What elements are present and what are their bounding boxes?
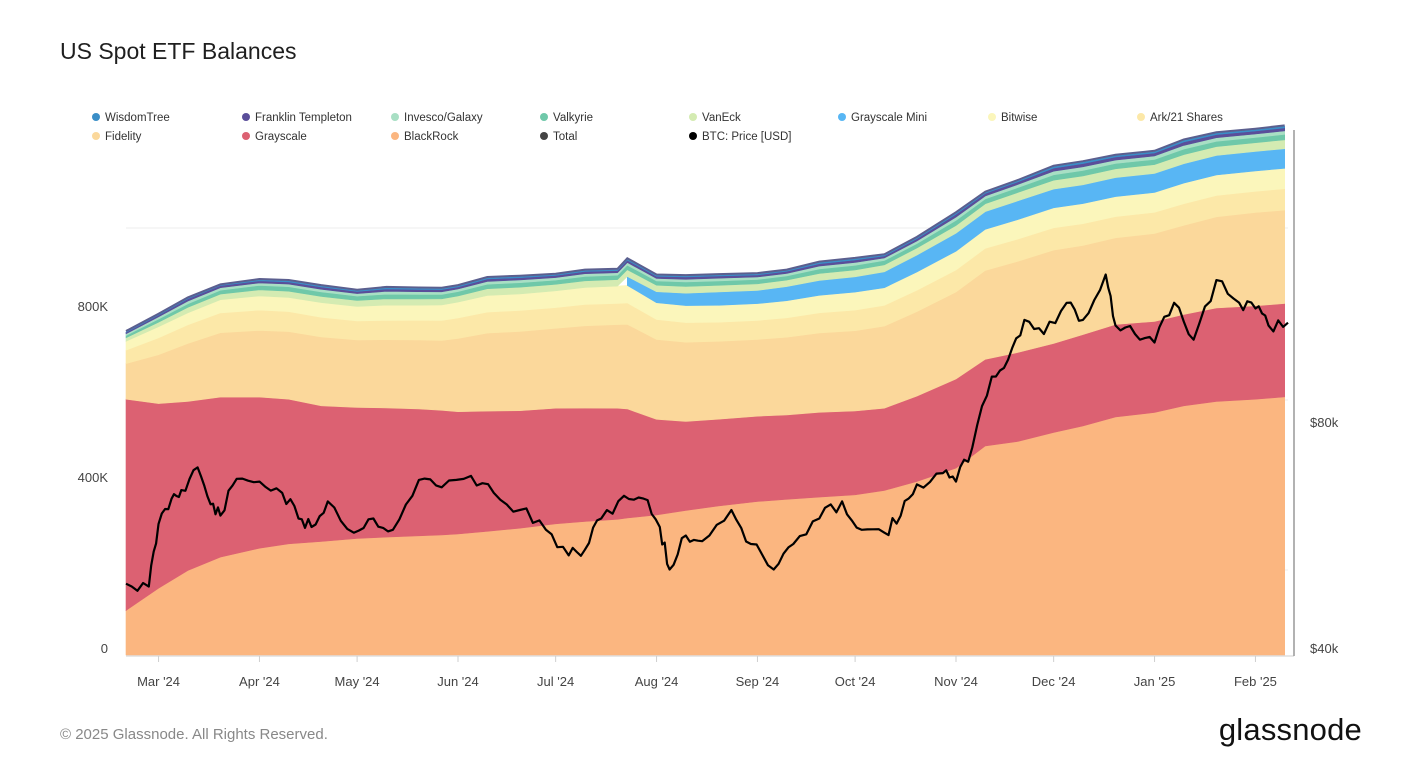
x-tick-label: Jun '24: [437, 674, 479, 689]
legend-swatch: [92, 132, 100, 140]
legend-swatch: [838, 113, 846, 121]
y-left-tick-label: 400K: [78, 470, 109, 485]
legend-label: VanEck: [702, 112, 741, 124]
legend-swatch: [988, 113, 996, 121]
x-tick-label: Apr '24: [239, 674, 280, 689]
legend-item[interactable]: Franklin Templeton: [242, 112, 352, 124]
glassnode-logo: glassnode: [1218, 712, 1362, 747]
legend-item[interactable]: Invesco/Galaxy: [391, 112, 483, 124]
legend-label: BlackRock: [404, 131, 459, 143]
x-tick-label: Sep '24: [736, 674, 780, 689]
legend-label: Valkyrie: [553, 112, 593, 124]
legend-item[interactable]: Grayscale Mini: [838, 112, 927, 124]
legend-swatch: [391, 132, 399, 140]
legend-item[interactable]: Ark/21 Shares: [1137, 112, 1223, 124]
legend-swatch: [92, 113, 100, 121]
legend-item[interactable]: Bitwise: [988, 112, 1037, 124]
y-right-tick-label: $40k: [1310, 641, 1339, 656]
x-tick-label: Nov '24: [934, 674, 978, 689]
x-tick-label: Jul '24: [537, 674, 574, 689]
x-tick-label: Dec '24: [1032, 674, 1076, 689]
btc-price-line: [125, 273, 1289, 592]
legend-swatch: [1137, 113, 1145, 121]
legend-label: Fidelity: [105, 131, 142, 143]
legend-swatch: [540, 113, 548, 121]
legend-label: Invesco/Galaxy: [404, 112, 483, 124]
legend-item[interactable]: Grayscale: [242, 131, 307, 143]
legend-swatch: [391, 113, 399, 121]
legend-item[interactable]: BTC: Price [USD]: [689, 131, 791, 143]
legend-label: Grayscale Mini: [851, 112, 927, 124]
x-tick-label: Aug '24: [635, 674, 679, 689]
legend-label: WisdomTree: [105, 112, 170, 124]
legend-item[interactable]: Fidelity: [92, 131, 142, 143]
legend-swatch: [689, 113, 697, 121]
y-left-tick-label: 800K: [78, 299, 109, 314]
y-left-tick-label: 0: [101, 641, 108, 656]
legend-item[interactable]: Valkyrie: [540, 112, 593, 124]
legend-item[interactable]: VanEck: [689, 112, 741, 124]
page-title: US Spot ETF Balances: [60, 38, 297, 64]
stacked-areas: [125, 124, 1285, 656]
legend-item[interactable]: Total: [540, 131, 577, 143]
legend-item[interactable]: WisdomTree: [92, 112, 170, 124]
copyright-text: © 2025 Glassnode. All Rights Reserved.: [60, 726, 328, 743]
legend-swatch: [242, 132, 250, 140]
legend-label: Total: [553, 131, 577, 143]
y-right-tick-label: $80k: [1310, 415, 1339, 430]
x-tick-label: Feb '25: [1234, 674, 1277, 689]
legend: WisdomTree Franklin Templeton Invesco/Gala…: [92, 112, 1223, 143]
legend-label: Bitwise: [1001, 112, 1037, 124]
legend-swatch: [242, 113, 250, 121]
x-tick-label: Mar '24: [137, 674, 180, 689]
x-tick-label: Oct '24: [835, 674, 876, 689]
x-tick-label: Jan '25: [1134, 674, 1176, 689]
legend-swatch: [540, 132, 548, 140]
legend-label: Franklin Templeton: [255, 112, 352, 124]
axes: Mar '24 Apr '24 May '24 Jun '24 Jul '24 Aug '…: [78, 130, 1339, 689]
total-line: [125, 124, 1285, 332]
btc-price-layer: [125, 273, 1289, 592]
legend-swatch: [689, 132, 697, 140]
legend-label: Ark/21 Shares: [1150, 112, 1223, 124]
legend-item[interactable]: BlackRock: [391, 131, 459, 143]
x-tick-label: May '24: [335, 674, 380, 689]
legend-label: BTC: Price [USD]: [702, 131, 791, 143]
legend-label: Grayscale: [255, 131, 307, 143]
